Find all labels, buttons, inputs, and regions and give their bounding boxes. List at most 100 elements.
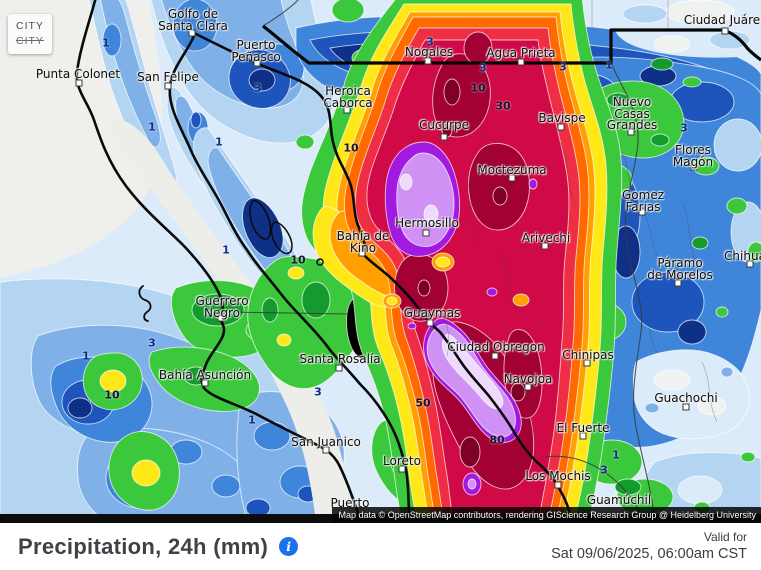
city-label: Heroica Caborca	[323, 84, 373, 110]
municipal-boundaries	[431, 0, 718, 443]
city-marker	[201, 379, 209, 387]
city-marker	[583, 359, 591, 367]
city-marker	[188, 29, 196, 37]
city-toggle-on-label[interactable]: CITY	[16, 20, 44, 32]
city-label: Bahía de Kino	[336, 229, 390, 255]
city-marker	[398, 465, 406, 473]
contour-label: 1	[222, 243, 230, 257]
city-label: Puerto Peñasco	[231, 38, 281, 64]
valid-for-label: Valid for	[703, 529, 747, 544]
city-marker	[508, 174, 516, 182]
city-marker	[721, 27, 729, 35]
city-label: Guaymas	[403, 306, 461, 320]
city-toggle-off-label[interactable]: CITY	[16, 35, 44, 47]
city-label: Páramo de Morelos	[647, 256, 713, 282]
precipitation-layer	[0, 0, 761, 523]
city-marker	[746, 260, 754, 268]
city-label: Chihua	[724, 249, 761, 263]
city-label: Hermosillo	[395, 216, 459, 230]
city-layer-toggle[interactable]: CITY CITY	[8, 14, 52, 54]
contour-label: 3	[600, 463, 608, 477]
city-label: Loreto	[383, 454, 421, 468]
contour-label: 1	[612, 448, 620, 462]
contour-label: 3	[314, 385, 322, 399]
city-label: Santa Rosalía	[299, 352, 381, 366]
city-label: Arivechi	[521, 231, 571, 245]
city-label: Golfo de Santa Clara	[158, 7, 228, 33]
contour-label: 3	[680, 121, 688, 135]
us-mexico-border	[262, 24, 761, 65]
valid-datetime: Sat 09/06/2025, 06:00am CST	[551, 545, 747, 562]
city-label: Guachochi	[654, 391, 718, 405]
coastlines	[75, 0, 575, 523]
city-label: Nuevo Casas Grandes	[606, 95, 658, 132]
city-label: Agua Prieta	[486, 46, 556, 60]
contour-label: 10	[290, 253, 306, 267]
city-marker	[627, 128, 635, 136]
city-label: Ciudad Obregon	[447, 340, 545, 354]
contour-label: 50	[415, 396, 431, 410]
city-label: Los Mochis	[525, 469, 591, 483]
contour-label: 30	[495, 99, 511, 113]
city-marker	[335, 364, 343, 372]
contour-label: 1	[148, 120, 156, 134]
city-marker	[690, 163, 698, 171]
city-label: El Fuerte	[556, 421, 610, 435]
city-label: Gomez Farias	[621, 188, 665, 214]
contour-label: 10	[104, 388, 120, 402]
city-marker	[524, 383, 532, 391]
city-label: San Juanico	[291, 435, 361, 449]
city-marker	[217, 314, 225, 322]
city-label: Chinipas	[562, 348, 614, 362]
map-attribution: Map data © OpenStreetMap contributors, r…	[331, 507, 761, 523]
city-label: Guerrero Negro	[195, 294, 249, 320]
contour-label: 3	[148, 336, 156, 350]
city-label: Navojoa	[503, 372, 553, 386]
city-marker	[554, 481, 562, 489]
city-marker	[674, 279, 682, 287]
city-label: San Felipe	[137, 70, 199, 84]
city-marker	[422, 229, 430, 237]
city-marker	[424, 57, 432, 65]
contour-label: 3	[426, 35, 434, 49]
city-label: Bavispe	[538, 111, 586, 125]
contour-label: 3	[559, 60, 567, 74]
city-marker	[541, 242, 549, 250]
city-label: Cucurpe	[418, 118, 470, 132]
city-marker	[253, 59, 261, 67]
city-marker	[426, 319, 434, 327]
city-marker	[491, 352, 499, 360]
city-marker	[322, 446, 330, 454]
city-marker	[343, 106, 351, 114]
contour-label: 10	[470, 81, 486, 95]
city-marker	[440, 133, 448, 141]
contour-label: 1	[102, 36, 110, 50]
city-marker	[358, 249, 366, 257]
city-label: Guamúchil	[586, 493, 652, 507]
precipitation-map[interactable]: Golfo de Santa Clara Puerto Peñasco Ciudad…	[0, 0, 761, 523]
contour-label: 3	[254, 81, 262, 95]
islands	[249, 199, 324, 266]
layer-title: Precipitation, 24h (mm)	[18, 533, 269, 559]
city-label: Moctezuma	[477, 163, 547, 177]
city-label: Puerto	[330, 496, 370, 510]
contour-label: 1	[248, 413, 256, 427]
contour-label: 10	[343, 141, 359, 155]
city-label: Flores Magón	[672, 143, 714, 169]
info-icon[interactable]: i	[279, 537, 299, 556]
city-label: Nogales	[404, 45, 454, 59]
contour-label: 1	[215, 135, 223, 149]
city-label: Punta Colonet	[35, 67, 121, 81]
city-label: Ciudad Juáre	[683, 13, 761, 27]
city-marker	[164, 82, 172, 90]
contour-label: 80	[489, 433, 505, 447]
contour-label: 1	[82, 349, 90, 363]
contour-label: 3	[479, 61, 487, 75]
city-marker	[682, 403, 690, 411]
city-marker	[75, 79, 83, 87]
legend-bar: Precipitation, 24h (mm) i Valid for Sat …	[0, 523, 761, 570]
city-marker	[557, 123, 565, 131]
city-marker	[638, 208, 646, 216]
contour-label: 1	[605, 58, 613, 72]
